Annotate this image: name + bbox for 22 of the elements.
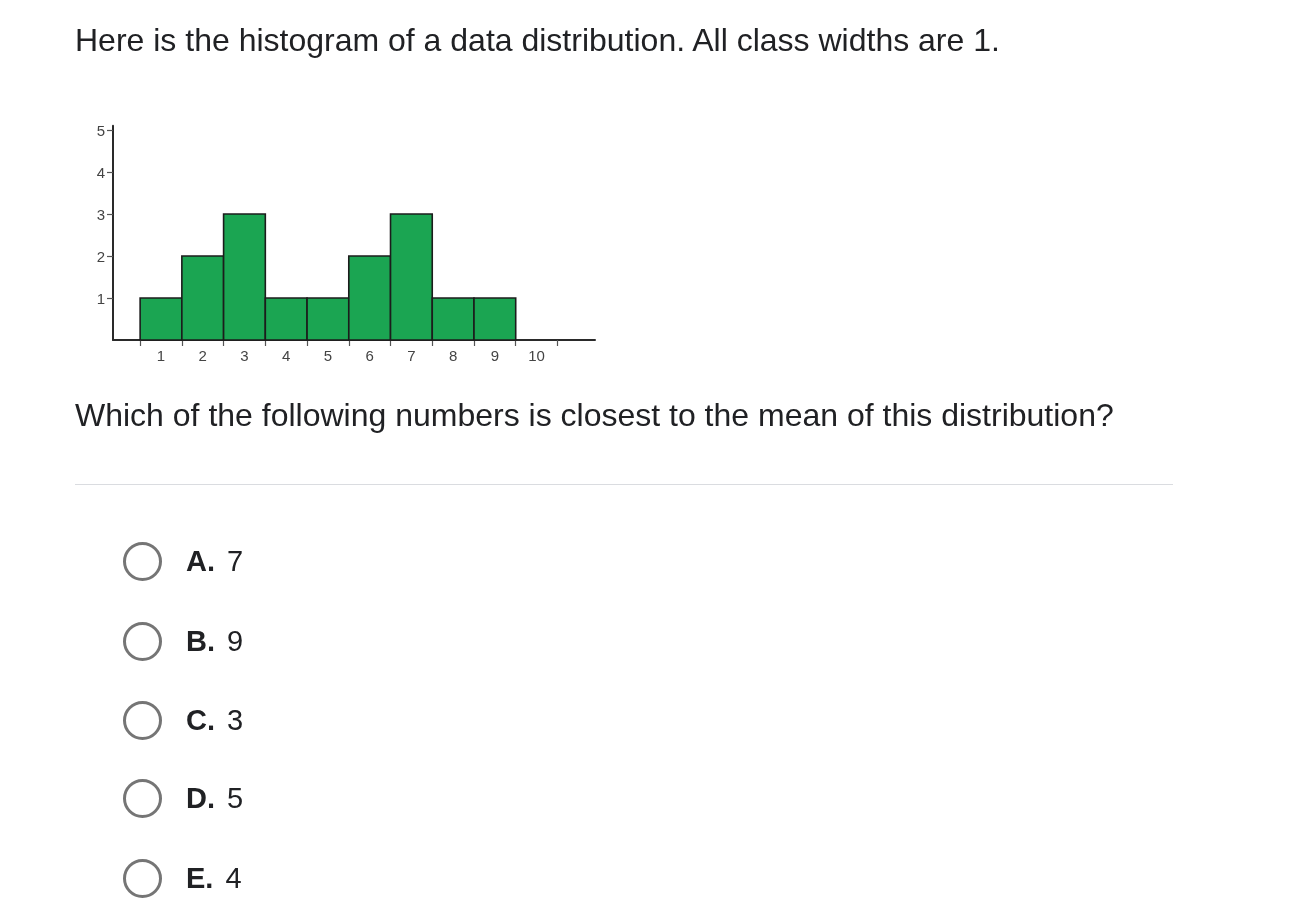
text: B. 9	[186, 625, 244, 657]
y-tick-label: 5	[96, 121, 105, 139]
x-tick-label: 1	[156, 347, 166, 364]
x-tick-label: 9	[490, 347, 500, 364]
x-tick-label: 3	[240, 347, 249, 364]
text: A. 7	[186, 545, 244, 577]
y-tick-label: 2	[96, 247, 105, 265]
text: C. 3	[186, 704, 244, 736]
y-tick-label: 4	[96, 163, 105, 181]
chart-title: Here is the histogram of a data distribution. All class widths are 1.	[75, 21, 1000, 59]
x-tick-label: 8	[448, 347, 458, 364]
y-tick-label: 1	[96, 289, 105, 307]
x-tick-label: 7	[407, 347, 416, 364]
x-tick-label: 5	[323, 347, 333, 364]
y-tick-label: 3	[96, 205, 105, 223]
x-tick-label: 10	[528, 347, 545, 364]
x-tick-label: 2	[198, 347, 207, 364]
text: Which of the following numbers is closest to the mean of this distribution?	[75, 396, 1114, 434]
x-tick-label: 4	[282, 347, 291, 364]
x-tick-label: 6	[365, 347, 374, 364]
text: E. 4	[186, 862, 242, 894]
text: D. 5	[186, 782, 244, 814]
